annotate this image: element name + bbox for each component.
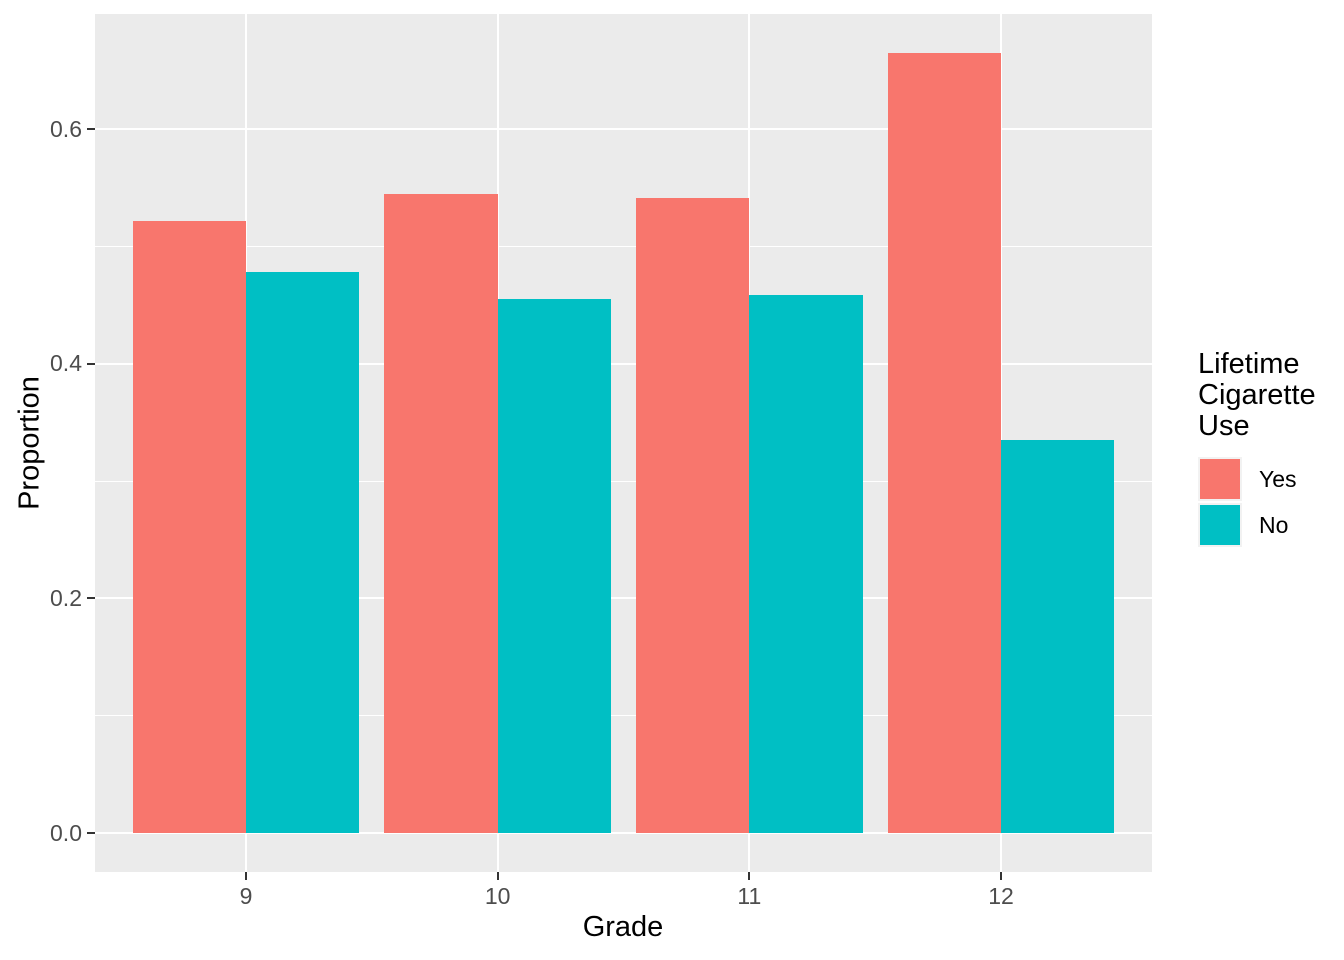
x-tick-label: 9 xyxy=(239,883,253,909)
y-tick-mark xyxy=(87,832,95,834)
x-tick-label: 12 xyxy=(988,883,1014,909)
y-tick-label: 0.4 xyxy=(50,350,82,377)
y-tick-label: 0.6 xyxy=(50,115,82,142)
bar-yes-grade-12 xyxy=(887,53,1002,833)
legend: Lifetime Cigarette Use Yes No xyxy=(1198,349,1343,549)
y-tick-mark xyxy=(87,362,95,365)
legend-item-no: No xyxy=(1198,503,1343,547)
legend-item-yes: Yes xyxy=(1198,457,1343,501)
gridline-major xyxy=(95,128,1152,131)
legend-items: Yes No xyxy=(1198,457,1343,547)
legend-key-yes xyxy=(1198,457,1242,501)
legend-title: Lifetime Cigarette Use xyxy=(1198,348,1316,442)
y-axis-title: Proportion xyxy=(13,376,46,510)
x-tick-mark xyxy=(748,872,751,880)
legend-swatch-yes xyxy=(1200,459,1240,499)
gridline-major xyxy=(95,832,1152,834)
bar-no-grade-10 xyxy=(497,299,611,833)
legend-label-no: No xyxy=(1259,511,1289,538)
x-tick-mark xyxy=(1000,872,1002,880)
y-tick-label: 0.2 xyxy=(50,584,82,611)
y-tick-mark xyxy=(87,597,95,600)
bar-yes-grade-9 xyxy=(132,220,247,833)
gridline-minor xyxy=(95,246,1152,248)
bar-no-grade-9 xyxy=(246,272,360,833)
y-tick-mark xyxy=(87,128,95,131)
gridline-minor xyxy=(95,715,1152,717)
legend-swatch-no xyxy=(1200,505,1240,545)
x-tick-label: 10 xyxy=(484,883,511,909)
gridline-major xyxy=(95,597,1152,600)
x-tick-mark xyxy=(496,872,499,880)
x-axis-title: Grade xyxy=(582,911,664,943)
legend-label-yes: Yes xyxy=(1259,465,1297,492)
bar-yes-grade-10 xyxy=(384,193,498,833)
x-tick-mark xyxy=(245,872,247,880)
x-tick-label: 11 xyxy=(737,883,762,909)
y-tick-label: 0.0 xyxy=(50,819,82,846)
bar-yes-grade-11 xyxy=(636,198,750,833)
bar-no-grade-11 xyxy=(749,294,863,833)
bar-no-grade-12 xyxy=(1001,440,1115,833)
gridline-major xyxy=(95,362,1152,365)
plot-panel xyxy=(95,14,1152,872)
legend-key-no xyxy=(1198,503,1242,547)
gridline-minor xyxy=(95,480,1152,482)
